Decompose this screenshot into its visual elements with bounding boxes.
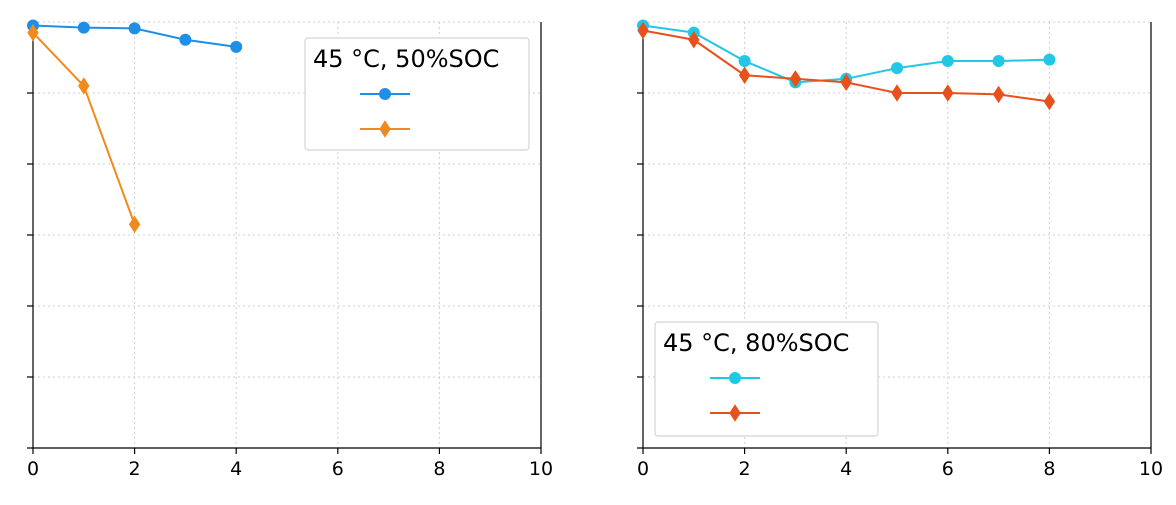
data-point (77, 21, 90, 34)
legend-marker (729, 372, 741, 384)
legend: 45 °C, 50%SOC (304, 37, 530, 151)
data-point (637, 21, 649, 40)
legend-marker (379, 88, 391, 100)
data-point (78, 77, 90, 95)
x-tick-label: 8 (1043, 458, 1055, 480)
series-1 (27, 23, 141, 234)
chart-right: 0 2 4 6 8 10 45 °C, 80%SOC (637, 19, 1163, 480)
data-point (891, 84, 903, 102)
series-line (32, 31, 136, 225)
x-tick-label: 6 (942, 458, 954, 480)
data-point (840, 73, 852, 92)
legend-box (654, 321, 879, 437)
data-point (230, 40, 243, 53)
x-tick-label: 10 (1139, 458, 1163, 480)
data-point (179, 33, 192, 46)
data-point (1043, 53, 1056, 66)
data-point (1043, 92, 1056, 111)
legend-title: 45 °C, 80%SOC (663, 329, 849, 357)
data-point (738, 55, 751, 68)
chart-left: 0 2 4 6 8 10 45 °C, 50%SOC (27, 19, 553, 480)
x-tick-label: 4 (840, 458, 852, 480)
data-point (992, 85, 1005, 104)
x-tick-label: 6 (332, 458, 344, 480)
data-point (942, 84, 954, 102)
series-1 (637, 21, 1056, 111)
x-tick-label: 8 (433, 458, 445, 480)
data-point (128, 22, 141, 35)
x-tick-label: 0 (27, 458, 39, 480)
x-tick-label: 0 (637, 458, 649, 480)
data-point (688, 31, 700, 49)
data-point (27, 23, 39, 42)
data-point (992, 55, 1005, 68)
data-point (891, 62, 903, 75)
x-tick-label: 4 (230, 458, 242, 480)
legend-marker (729, 404, 741, 422)
legend-marker (379, 120, 391, 138)
data-point (789, 70, 802, 88)
data-point (128, 215, 141, 234)
x-tick-label: 10 (529, 458, 553, 480)
legend: 45 °C, 80%SOC (654, 321, 879, 437)
legend-title: 45 °C, 50%SOC (313, 45, 499, 73)
x-tick-label: 2 (129, 458, 141, 480)
x-tick-label: 2 (739, 458, 751, 480)
data-point (738, 66, 751, 84)
data-point (941, 55, 954, 68)
legend-box (304, 37, 530, 151)
